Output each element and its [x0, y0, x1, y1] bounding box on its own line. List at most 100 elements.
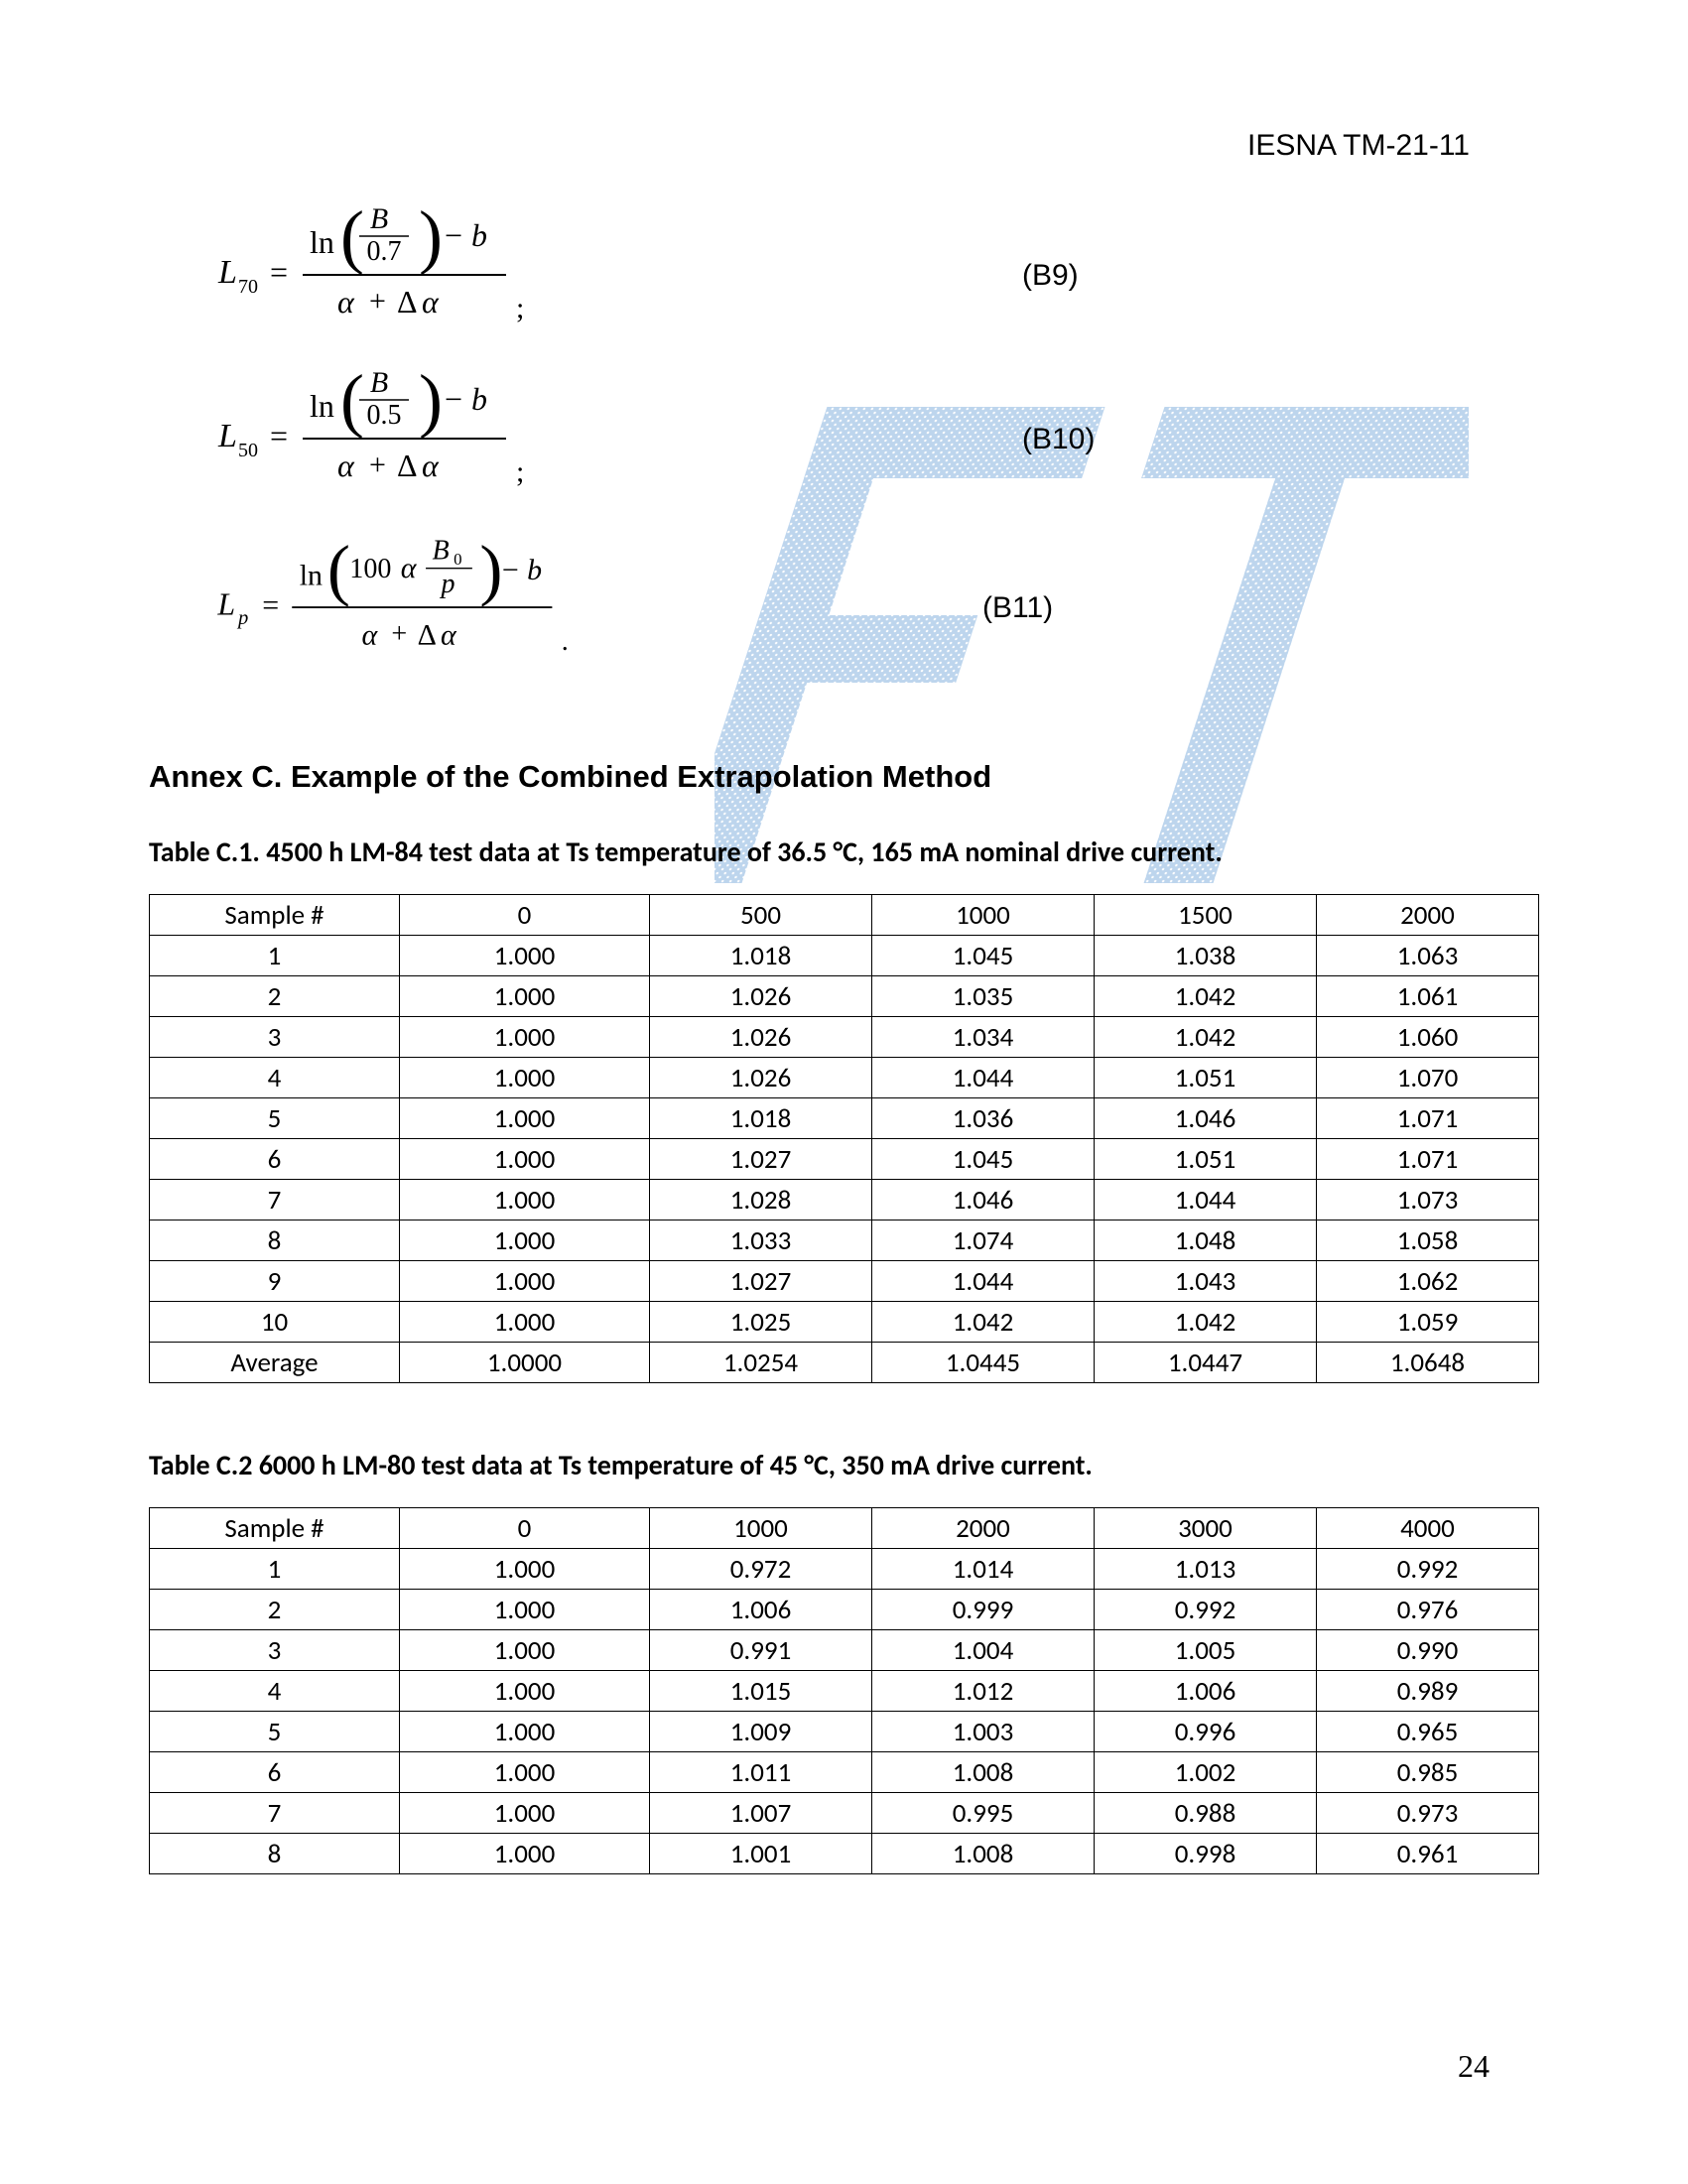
table-c1-cell: 1.042 — [1095, 1017, 1317, 1058]
svg-text:): ) — [419, 198, 443, 276]
svg-text:.: . — [562, 626, 569, 657]
table-c1-header-row: Sample #0500100015002000 — [150, 895, 1539, 936]
table-c1-cell: 1.0254 — [650, 1343, 872, 1383]
table-c1-cell: 9 — [150, 1261, 400, 1302]
table-c1-cell: 1.051 — [1095, 1058, 1317, 1098]
table-c1-row: 31.0001.0261.0341.0421.060 — [150, 1017, 1539, 1058]
table-c1-row: 61.0001.0271.0451.0511.071 — [150, 1139, 1539, 1180]
table-c1-header-cell: 1000 — [872, 895, 1095, 936]
table-c2-cell: 4 — [150, 1671, 400, 1712]
equation-b10: L 50 = ln ( ) B 0.5 − b α + Δ α ; — [208, 362, 1539, 516]
table-c1-cell: 1.000 — [400, 1098, 650, 1139]
svg-text:(: ( — [340, 198, 364, 276]
svg-text:p: p — [236, 607, 248, 629]
table-c1-cell: 1.046 — [872, 1180, 1095, 1220]
svg-text:(: ( — [327, 531, 350, 607]
equation-b9-svg: L 70 = ln ( ) B 0.7 − b — [208, 198, 645, 352]
svg-text:(: ( — [340, 362, 364, 440]
svg-text:0.5: 0.5 — [367, 400, 402, 431]
equation-b10-svg: L 50 = ln ( ) B 0.5 − b α + Δ α ; — [208, 362, 645, 516]
table-c2-cell: 0.988 — [1095, 1793, 1317, 1834]
table-c1-cell: 1.034 — [872, 1017, 1095, 1058]
svg-text:ln: ln — [310, 388, 334, 424]
table-c2-row: 61.0001.0111.0081.0020.985 — [150, 1752, 1539, 1793]
table-c1-cell: 6 — [150, 1139, 400, 1180]
table-c1-cell: 1.061 — [1317, 976, 1539, 1017]
page-content: L 70 = ln ( ) B 0.7 − b — [149, 198, 1539, 1874]
table-c2-cell: 1.000 — [400, 1549, 650, 1590]
table-c1-cell: 1.0648 — [1317, 1343, 1539, 1383]
table-c1-row: 71.0001.0281.0461.0441.073 — [150, 1180, 1539, 1220]
svg-text:ln: ln — [310, 224, 334, 260]
svg-text:α: α — [441, 618, 457, 651]
table-c2-cell: 6 — [150, 1752, 400, 1793]
table-c1-cell: 3 — [150, 1017, 400, 1058]
svg-text:−: − — [502, 554, 519, 586]
table-c2-cell: 1.005 — [1095, 1630, 1317, 1671]
table-c1-cell: 8 — [150, 1220, 400, 1261]
svg-text:b: b — [471, 381, 487, 417]
table-c1-cell: 1.000 — [400, 1180, 650, 1220]
table-c2-row: 81.0001.0011.0080.9980.961 — [150, 1834, 1539, 1874]
equation-block: L 70 = ln ( ) B 0.7 − b — [208, 198, 1539, 690]
table-c1-cell: 1.0447 — [1095, 1343, 1317, 1383]
svg-text:100: 100 — [349, 554, 391, 584]
svg-text:+: + — [369, 449, 386, 481]
svg-text:α: α — [361, 618, 378, 651]
table-c1-cell: 1.026 — [650, 976, 872, 1017]
table-c2-header-cell: 0 — [400, 1508, 650, 1549]
table-c1-header-cell: Sample # — [150, 895, 400, 936]
table-c1-cell: 1.018 — [650, 936, 872, 976]
svg-text:+: + — [391, 619, 407, 650]
table-c1-cell: 2 — [150, 976, 400, 1017]
svg-text:b: b — [527, 554, 542, 586]
svg-text:b: b — [471, 217, 487, 253]
table-c2-cell: 0.998 — [1095, 1834, 1317, 1874]
equation-b11: L p = ln ( ) 100 α B 0 p − b — [208, 526, 1539, 690]
table-c1-header-cell: 2000 — [1317, 895, 1539, 936]
page: IESNA TM-21-11 L 70 — [0, 0, 1688, 2184]
table-c2-cell: 1.003 — [872, 1712, 1095, 1752]
table-c2-cell: 0.999 — [872, 1590, 1095, 1630]
table-c2-header-cell: 2000 — [872, 1508, 1095, 1549]
svg-text:=: = — [270, 418, 288, 453]
table-c2-row: 11.0000.9721.0141.0130.992 — [150, 1549, 1539, 1590]
table-c1-header-cell: 1500 — [1095, 895, 1317, 936]
svg-text:α: α — [422, 448, 440, 483]
table-c2-cell: 1 — [150, 1549, 400, 1590]
table-c2-header-cell: 1000 — [650, 1508, 872, 1549]
svg-text:0: 0 — [454, 550, 461, 569]
table-c1-cell: 1.046 — [1095, 1098, 1317, 1139]
table-c1-cell: 1.043 — [1095, 1261, 1317, 1302]
table-c1-cell: 1.071 — [1317, 1139, 1539, 1180]
table-c1-cell: 1.062 — [1317, 1261, 1539, 1302]
svg-text:70: 70 — [238, 276, 258, 298]
svg-text:α: α — [337, 284, 355, 320]
table-c2-cell: 1.014 — [872, 1549, 1095, 1590]
table-c2-cell: 0.991 — [650, 1630, 872, 1671]
table-c1-cell: 1.028 — [650, 1180, 872, 1220]
table-c1-cell: 1 — [150, 936, 400, 976]
table-c1-cell: 1.058 — [1317, 1220, 1539, 1261]
table-c1-cell: 1.074 — [872, 1220, 1095, 1261]
table-c2-cell: 1.013 — [1095, 1549, 1317, 1590]
table-c2-cell: 0.961 — [1317, 1834, 1539, 1874]
svg-text:B: B — [432, 535, 449, 566]
svg-text:Δ: Δ — [418, 618, 437, 651]
table-c2-cell: 1.011 — [650, 1752, 872, 1793]
table-c1-cell: 1.000 — [400, 1220, 650, 1261]
table-c1-row: 11.0001.0181.0451.0381.063 — [150, 936, 1539, 976]
table-c1-cell: 5 — [150, 1098, 400, 1139]
table-c1-cell: 1.000 — [400, 1302, 650, 1343]
table-c1-row: 101.0001.0251.0421.0421.059 — [150, 1302, 1539, 1343]
svg-text:): ) — [419, 362, 443, 440]
equation-b9: L 70 = ln ( ) B 0.7 − b — [208, 198, 1539, 352]
table-c2-cell: 1.008 — [872, 1752, 1095, 1793]
table-c1-cell: 1.045 — [872, 1139, 1095, 1180]
svg-text:;: ; — [516, 455, 524, 488]
table-c1-cell: 1.0000 — [400, 1343, 650, 1383]
table-c1-cell: 1.059 — [1317, 1302, 1539, 1343]
table-c2-cell: 2 — [150, 1590, 400, 1630]
table-c2-row: 41.0001.0151.0121.0060.989 — [150, 1671, 1539, 1712]
table-c1-cell: 1.070 — [1317, 1058, 1539, 1098]
